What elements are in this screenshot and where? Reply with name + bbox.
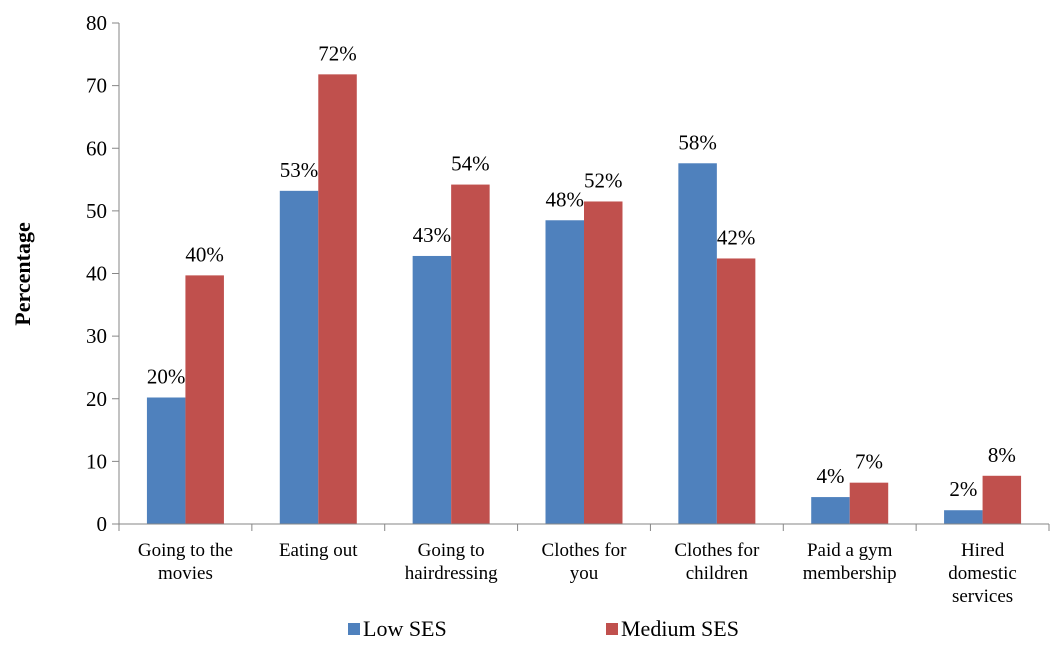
data-label: 7% [855, 450, 883, 474]
x-category-label: Eating out [279, 540, 358, 561]
data-label: 42% [717, 225, 756, 249]
bar-medium-ses [716, 258, 756, 524]
x-category-label: Going to the movies [138, 540, 233, 584]
y-tick-label: 50 [86, 199, 107, 223]
data-label: 52% [584, 168, 623, 192]
y-tick-label: 40 [86, 262, 107, 286]
bar-medium-ses [584, 201, 623, 524]
x-category-label: Going to hairdressing [405, 540, 498, 584]
data-label: 4% [816, 464, 844, 488]
y-tick-label: 0 [97, 512, 108, 536]
bar-low-ses [944, 510, 983, 524]
x-category-label-line: hairdressing [405, 563, 498, 584]
x-category-label-line: children [686, 563, 749, 584]
data-label: 48% [546, 187, 585, 211]
y-axis: 0 10 20 30 40 50 60 70 80 [86, 11, 120, 536]
x-category-label-line: Eating out [279, 540, 358, 561]
y-tick-label: 30 [86, 324, 107, 348]
legend-label: Low SES [363, 616, 447, 641]
x-category-label: Hired domestic services [948, 540, 1017, 607]
bar-medium-ses [982, 475, 1022, 524]
data-label: 20% [147, 364, 186, 388]
bar-low-ses [146, 397, 186, 524]
bar-medium-ses [318, 74, 357, 524]
x-category-label-line: Going to [418, 540, 485, 561]
x-category-label-line: domestic [948, 563, 1017, 584]
y-tick-label: 80 [86, 11, 107, 35]
data-label: 54% [451, 152, 490, 176]
bar-medium-ses [451, 184, 490, 524]
x-category-label-line: Paid a gym [807, 540, 893, 561]
y-tick-label: 20 [86, 387, 107, 411]
bar-low-ses [678, 163, 717, 524]
data-label: 40% [185, 242, 224, 266]
bar-low-ses [545, 220, 584, 525]
x-category-label: Clothes for children [674, 540, 760, 584]
x-category-label-line: Going to the [138, 540, 233, 561]
x-category-label-line: membership [803, 563, 897, 584]
legend-label: Medium SES [621, 616, 739, 641]
legend: Low SES Medium SES [348, 616, 739, 641]
data-label: 53% [280, 158, 319, 182]
y-tick-label: 10 [86, 449, 107, 473]
bar-low-ses [412, 255, 452, 524]
data-label: 72% [318, 41, 357, 65]
x-category-label: Paid a gym membership [803, 540, 897, 584]
bar-low-ses [811, 497, 850, 524]
x-category-label-line: Clothes for [674, 540, 760, 561]
data-label: 58% [678, 130, 717, 154]
x-category-label-line: movies [158, 563, 213, 584]
data-label: 43% [413, 223, 452, 247]
data-label: 2% [949, 477, 977, 501]
x-category-label-line: Clothes for [542, 540, 628, 561]
x-category-label-line: Hired [961, 540, 1005, 561]
y-tick-label: 60 [86, 136, 107, 160]
data-labels: 20% 53% 43% 48% 58% 4% 2% 40% 72% 54% 52% 42% 7% 8% [147, 41, 1016, 501]
y-tick-label: 70 [86, 74, 107, 98]
bar-medium-ses [185, 275, 224, 524]
x-category-label-line: services [952, 586, 1013, 607]
bars [146, 74, 1022, 525]
bar-low-ses [279, 190, 319, 524]
bar-medium-ses [849, 482, 889, 524]
legend-swatch [606, 623, 618, 635]
y-axis-title: Percentage [10, 222, 35, 326]
x-axis: Going to the movies Eating out Going to hair… [118, 523, 1050, 607]
data-label: 8% [988, 443, 1016, 467]
x-category-label-line: you [570, 563, 599, 584]
legend-swatch [348, 623, 360, 635]
x-category-label: Clothes for you [542, 540, 628, 584]
